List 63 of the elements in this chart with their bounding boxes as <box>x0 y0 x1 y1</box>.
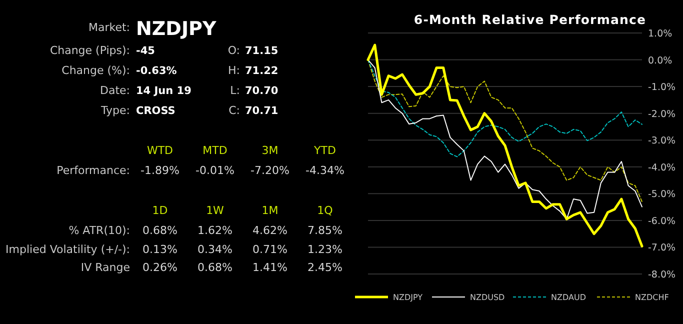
text: 3M <box>262 144 278 157</box>
text: 2.45% <box>308 261 342 274</box>
y-tick-label: -3.0% <box>648 136 676 147</box>
line-series <box>368 59 642 158</box>
text: NZDJPY <box>136 18 216 40</box>
text: -45 <box>136 45 155 57</box>
text: MTD <box>202 144 228 157</box>
text: 0.26% <box>142 261 178 274</box>
text: -0.63% <box>136 65 178 77</box>
y-tick-label: -1.0% <box>648 82 676 94</box>
text: -1.89% <box>140 164 180 177</box>
text: 4.62% <box>252 224 288 237</box>
text: Date: <box>100 84 130 97</box>
text: Implied Volatility (+/-): <box>6 243 130 256</box>
text: 0.68% <box>198 261 232 274</box>
text: Type: <box>100 104 130 117</box>
y-tick-label: -7.0% <box>648 242 676 254</box>
legend-label: NZDCHF <box>635 293 670 302</box>
text: 0.34% <box>198 243 232 256</box>
text: O: <box>228 44 240 57</box>
text: CROSS <box>136 105 176 117</box>
text: 1D <box>152 204 168 217</box>
chart-title: 6-Month Relative Performance <box>414 12 646 27</box>
text: IV Range <box>80 261 130 274</box>
line-series <box>366 44 644 248</box>
y-tick-label: -5.0% <box>648 189 676 200</box>
text: 1M <box>262 204 278 217</box>
text: 0.68% <box>142 224 178 237</box>
text: Market: <box>88 21 130 34</box>
text: -0.01% <box>196 164 234 177</box>
text: YTD <box>313 144 336 157</box>
text: 14 Jun 19 <box>136 85 192 97</box>
y-tick-label: -8.0% <box>648 270 676 280</box>
text: 1.41% <box>252 261 288 274</box>
text: 1W <box>206 204 224 217</box>
text: 71.15 <box>245 45 278 57</box>
text: 1Q <box>317 204 334 217</box>
legend-label: NZDUSD <box>470 293 505 302</box>
text: 70.70 <box>245 85 278 97</box>
text: 1.23% <box>308 243 342 256</box>
legend-label: NZDAUD <box>551 293 586 302</box>
text: -4.34% <box>306 164 344 177</box>
text: 1.62% <box>198 224 232 237</box>
text: C: <box>228 104 240 117</box>
text: Performance: <box>56 164 130 177</box>
y-tick-label: 1.0% <box>648 28 672 40</box>
text: WTD <box>146 144 174 157</box>
text: 0.71% <box>252 243 288 256</box>
text: Change (%): <box>62 64 130 77</box>
text: -7.20% <box>250 164 290 177</box>
y-tick-label: 0.0% <box>648 55 672 66</box>
text: % ATR(10): <box>68 224 130 237</box>
y-tick-label: -2.0% <box>648 108 676 120</box>
text: 71.22 <box>245 65 278 77</box>
text: 7.85% <box>308 224 342 237</box>
text: 0.13% <box>142 243 178 256</box>
y-tick-label: -6.0% <box>648 216 676 227</box>
text: Change (Pips): <box>50 44 130 57</box>
y-tick-label: -4.0% <box>648 162 676 174</box>
legend-label: NZDJPY <box>393 293 423 302</box>
text: 70.71 <box>245 105 278 117</box>
text: L: <box>230 84 240 97</box>
text: H: <box>228 64 240 77</box>
